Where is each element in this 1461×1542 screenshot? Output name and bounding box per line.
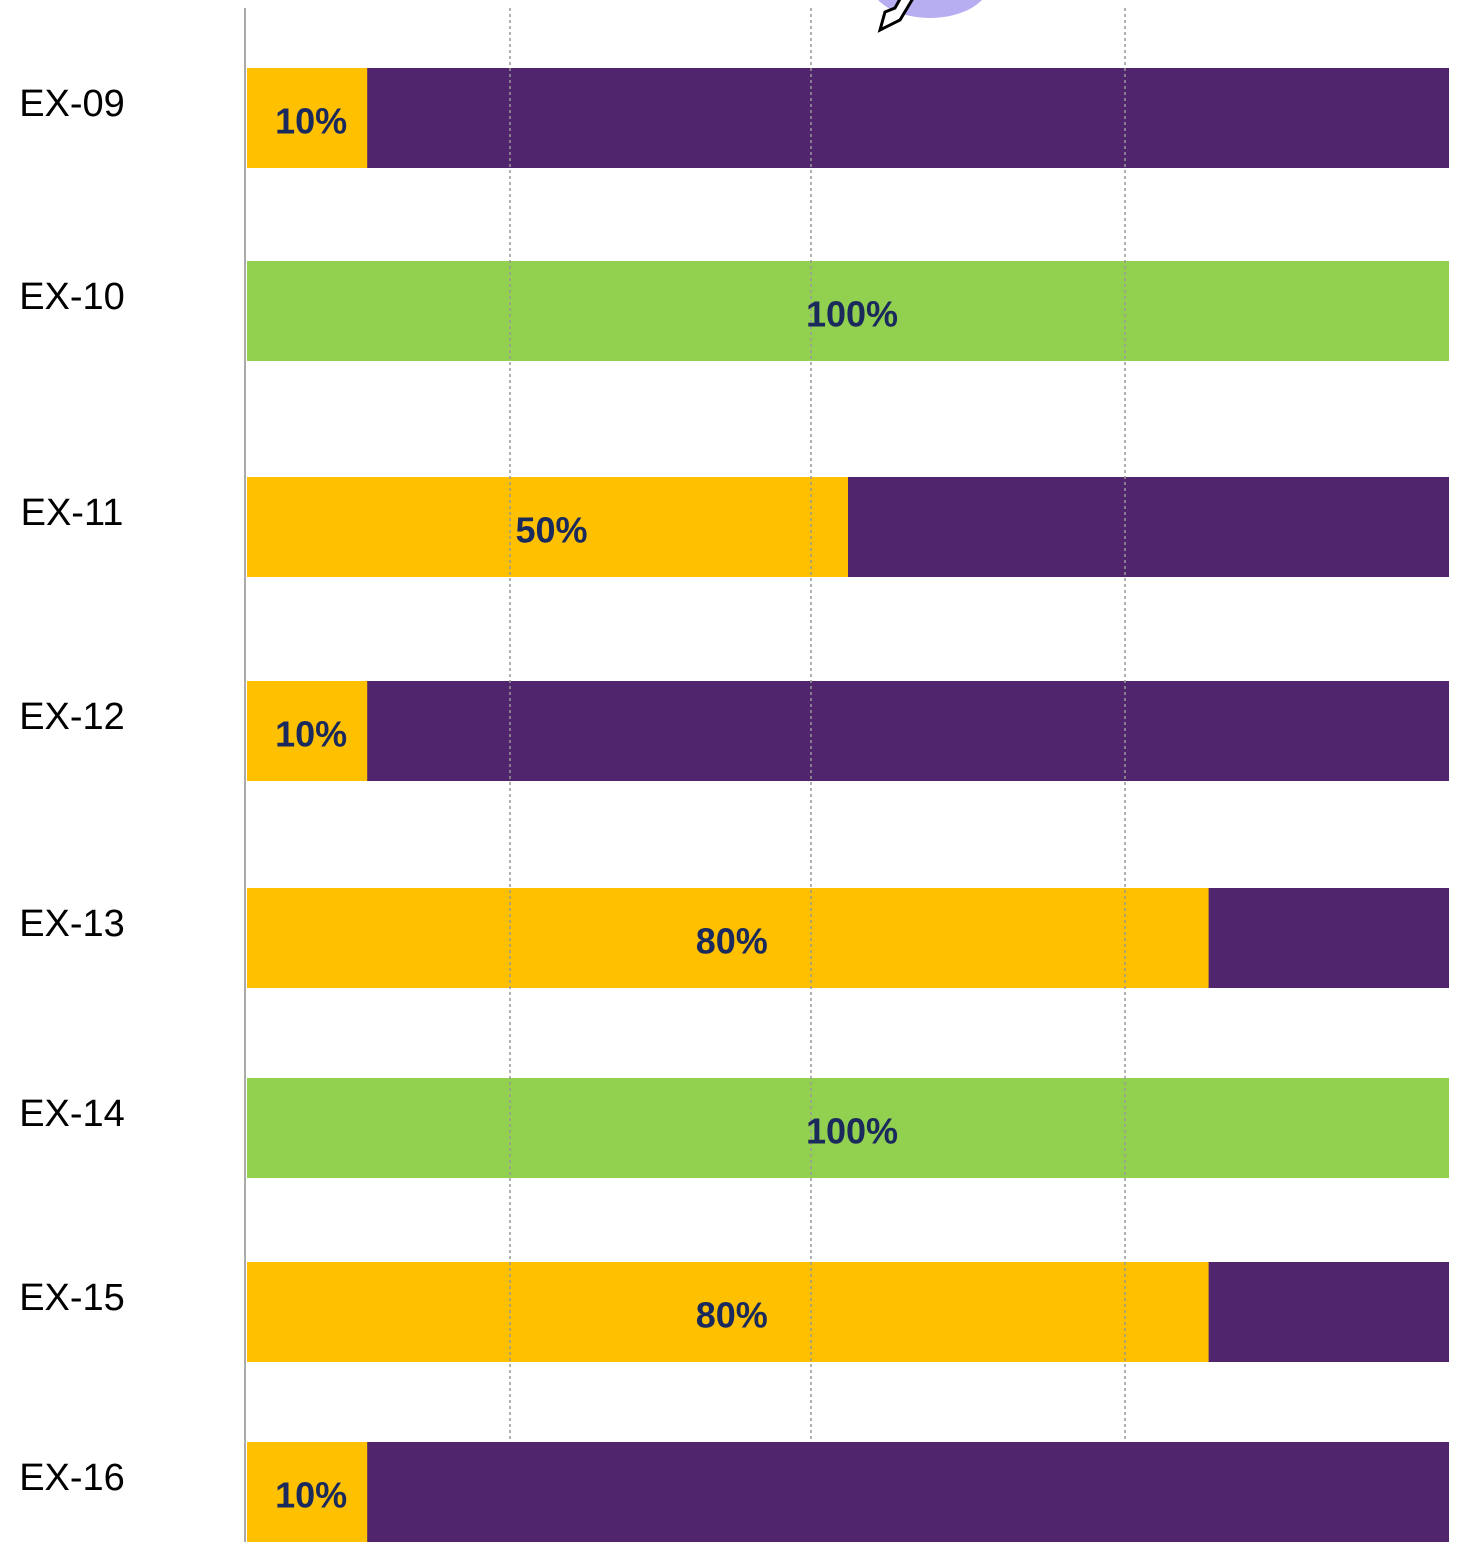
decoration-arrow [877, 0, 914, 33]
value-label: 100% [806, 1111, 898, 1152]
category-label: EX-14 [19, 1093, 125, 1135]
category-label: EX-13 [19, 903, 125, 945]
value-label: 80% [696, 1295, 768, 1336]
bar [247, 261, 1449, 361]
value-label: 10% [275, 101, 347, 142]
grid [509, 8, 1126, 1442]
bar [247, 1442, 368, 1542]
category-label: EX-11 [21, 492, 124, 534]
value-label: 50% [515, 510, 587, 551]
value-label: 10% [275, 714, 347, 755]
bar [247, 477, 848, 577]
bar-track [247, 1442, 1449, 1542]
category-label: EX-16 [19, 1457, 125, 1499]
category-label: EX-12 [19, 696, 125, 738]
bar [247, 1078, 1449, 1178]
bar [247, 1262, 1209, 1362]
value-label: 100% [806, 294, 898, 335]
value-label: 80% [696, 921, 768, 962]
category-label: EX-09 [19, 83, 125, 125]
bar [247, 888, 1209, 988]
category-label: EX-10 [19, 276, 125, 318]
bar-track [247, 681, 1449, 781]
bar-track [247, 68, 1449, 168]
bar [247, 681, 368, 781]
bar [247, 68, 368, 168]
category-label: EX-15 [19, 1277, 125, 1319]
value-label: 10% [275, 1475, 347, 1516]
